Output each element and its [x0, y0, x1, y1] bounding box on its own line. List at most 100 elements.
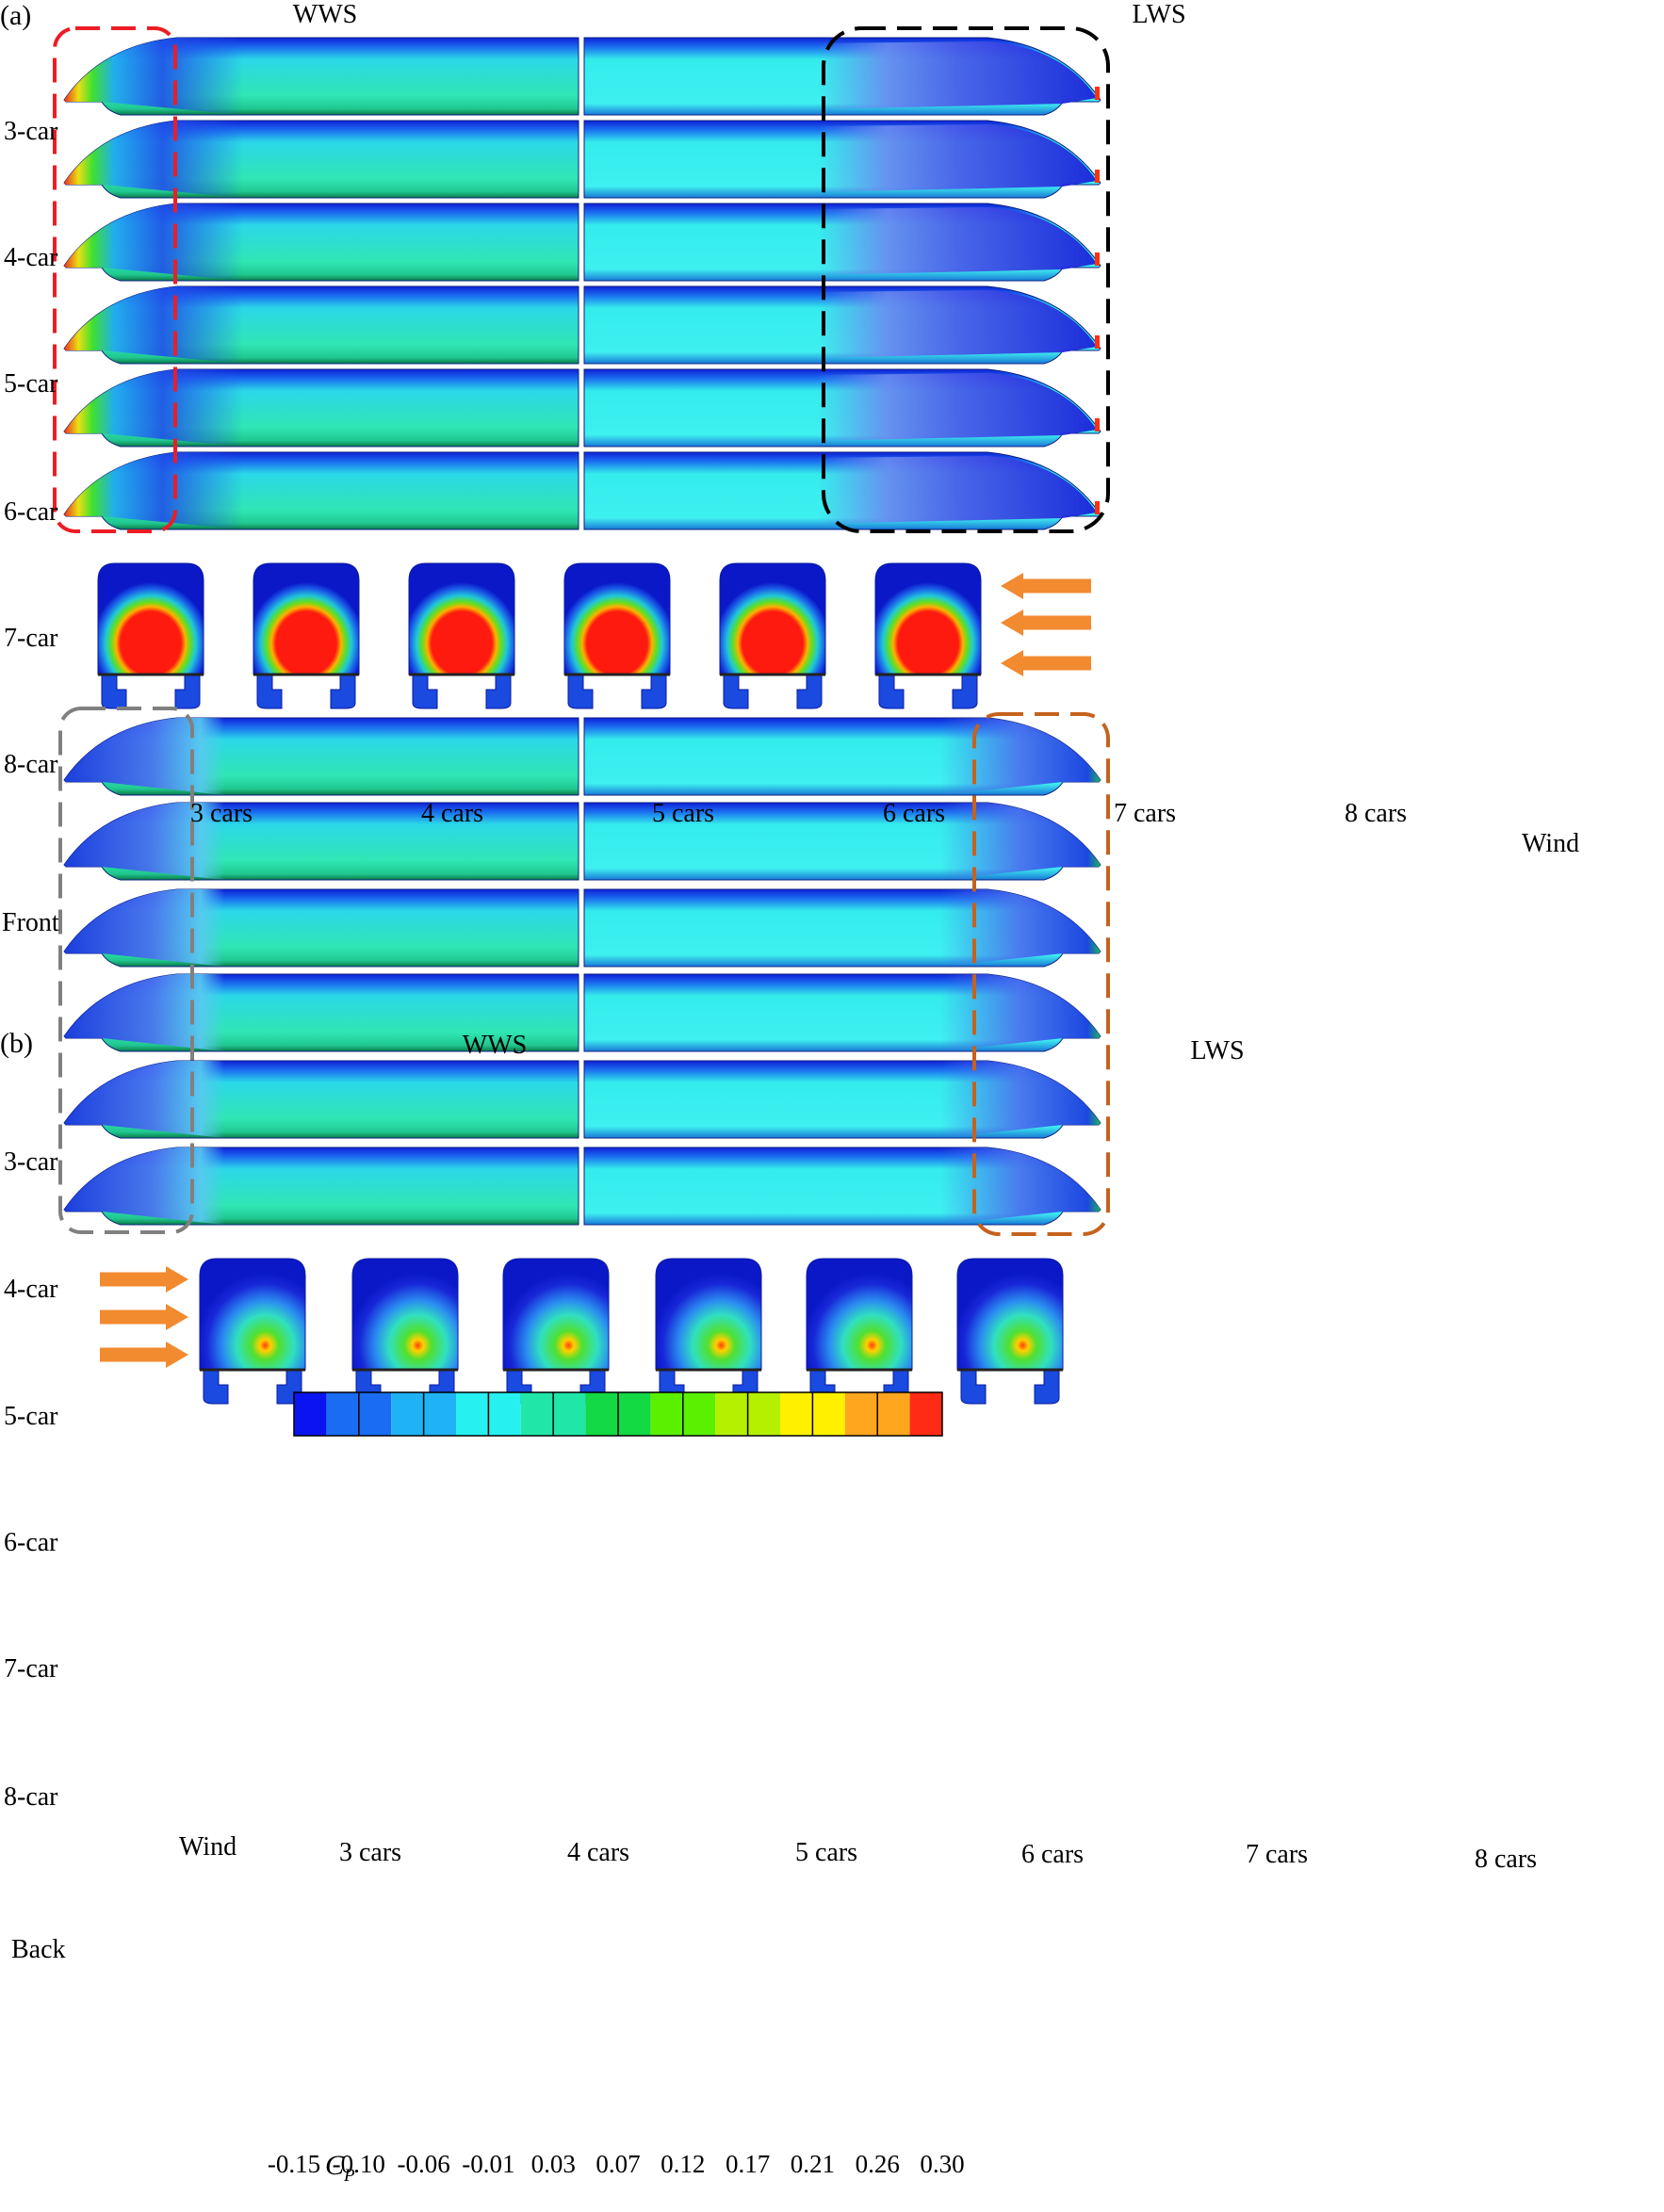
front-section-4 [719, 562, 826, 675]
back-caption-7: 7 cars [1245, 1840, 1309, 1869]
colorbar-tick-3: -0.01 [462, 2150, 515, 2178]
front-section-4-right-skirt [796, 674, 823, 709]
row-label-b-5: 5-car [4, 1402, 58, 1431]
colorbar-tick-6: 0.12 [661, 2150, 706, 2178]
colorbar-tick-4: 0.03 [530, 2150, 576, 2178]
row-label-a-7: 7-car [4, 624, 58, 653]
b-right-pressure-3 [940, 974, 1101, 1051]
back-caption-3: 3 cars [338, 1838, 402, 1867]
row-label-a-3: 3-car [4, 117, 58, 146]
b-left-pressure-2 [64, 889, 224, 967]
colorbar-tick-2: -0.06 [397, 2150, 450, 2178]
colorbar-tick-10: 0.30 [920, 2150, 965, 2178]
panel-b-wws-label: WWS [462, 1031, 528, 1060]
b-right-pressure-1 [940, 803, 1101, 880]
row-label-b-4: 4-car [4, 1275, 58, 1304]
front-caption-3: 3 cars [189, 799, 253, 828]
back-caption-5: 5 cars [794, 1838, 858, 1867]
panel-a-label: (a) [0, 0, 32, 31]
back-section-5-left-skirt [960, 1369, 987, 1405]
colorbar-tick-7: 0.17 [725, 2150, 771, 2178]
front-section-3-right-skirt [641, 674, 667, 709]
a-tail-tip-5 [1095, 501, 1100, 514]
wind-arrow-a-head-2 [1001, 650, 1023, 676]
front-caption-5: 5 cars [651, 799, 715, 828]
front-section-5-left-skirt [878, 674, 905, 709]
front-section-0 [97, 562, 204, 675]
front-section-0-right-skirt [174, 674, 201, 709]
row-label-a-4: 4-car [4, 243, 58, 272]
front-section-5-right-skirt [952, 674, 978, 709]
back-section-5-right-skirt [1034, 1369, 1060, 1405]
back-section-4 [806, 1258, 913, 1371]
wind-arrows-back [100, 1266, 188, 1368]
row-label-b-8: 8-car [4, 1782, 58, 1812]
wind-arrows-front [1001, 573, 1091, 676]
panel-a-wws-label: WWS [292, 0, 358, 29]
b-right-pressure-5 [940, 1147, 1101, 1225]
a-nose-pressure-0 [64, 38, 243, 115]
black-dashed-box [822, 26, 1110, 533]
wind-arrow-b-head-1 [166, 1304, 188, 1330]
b-left-pressure-0 [64, 718, 224, 795]
row-label-b-7: 7-car [4, 1654, 58, 1683]
back-section-2 [502, 1258, 610, 1371]
a-tail-tip-2 [1095, 252, 1100, 266]
a-tail-pressure-1 [818, 124, 1097, 192]
front-caption-7: 7 cars [1113, 799, 1177, 828]
colorbar-band-10 [909, 1392, 942, 1436]
row-label-b-3: 3-car [4, 1147, 58, 1177]
panel-b-highlight-boxes [58, 707, 1110, 1236]
a-nose-pressure-4 [64, 369, 243, 447]
a-tail-tip-3 [1095, 335, 1100, 349]
a-tail-tip-1 [1095, 170, 1100, 183]
panel-a-highlight-boxes [53, 26, 1110, 533]
back-view-cross-sections [199, 1258, 1064, 1405]
b-right-pressure-4 [940, 1061, 1101, 1138]
red-dashed-box [53, 26, 177, 533]
a-tail-pressure-4 [818, 373, 1097, 441]
panel-b-trains [63, 717, 1101, 1226]
back-view-label: Back [11, 1935, 66, 1964]
colorbar-frame [293, 1391, 943, 1437]
front-section-2-left-skirt [412, 674, 438, 709]
orange-dashed-box [972, 712, 1110, 1236]
b-left-pressure-4 [64, 1061, 224, 1138]
b-right-pressure-0 [940, 718, 1101, 795]
front-section-1-right-skirt [330, 674, 356, 709]
a-tail-tip-0 [1095, 87, 1100, 100]
back-section-5 [956, 1258, 1064, 1371]
colorbar-tick-0: -0.15 [267, 2150, 321, 2178]
back-caption-6: 6 cars [1020, 1840, 1085, 1869]
a-nose-pressure-2 [64, 203, 243, 281]
b-left-pressure-5 [64, 1147, 224, 1225]
panel-a-lws-label: LWS [1132, 0, 1186, 29]
back-caption-8: 8 cars [1474, 1845, 1538, 1874]
front-section-3 [563, 562, 671, 675]
a-nose-pressure-1 [64, 121, 243, 198]
wind-label-b: Wind [179, 1832, 237, 1862]
wind-arrow-a-head-1 [1001, 610, 1023, 636]
a-tail-pressure-0 [818, 41, 1097, 109]
b-left-pressure-1 [64, 803, 224, 880]
row-label-a-6: 6-car [4, 497, 58, 527]
row-label-a-8: 8-car [4, 750, 58, 779]
colorbar-tick-5: 0.07 [595, 2150, 641, 2178]
front-caption-4: 4 cars [420, 799, 484, 828]
back-section-0 [199, 1258, 306, 1371]
b-right-pressure-2 [940, 889, 1101, 967]
front-section-1 [253, 562, 360, 675]
panel-b-label: (b) [0, 1028, 33, 1059]
back-section-3 [655, 1258, 762, 1371]
front-view-label: Front [2, 908, 59, 937]
front-view-cross-sections [97, 562, 982, 709]
row-label-a-5: 5-car [4, 369, 58, 398]
a-nose-pressure-3 [64, 286, 243, 364]
a-tail-pressure-2 [818, 207, 1097, 275]
a-nose-pressure-5 [64, 452, 243, 529]
row-label-b-6: 6-car [4, 1528, 58, 1557]
colorbar [293, 1391, 943, 1437]
colorbar-tick-9: 0.26 [855, 2150, 900, 2178]
wind-arrow-b-head-2 [166, 1342, 188, 1368]
